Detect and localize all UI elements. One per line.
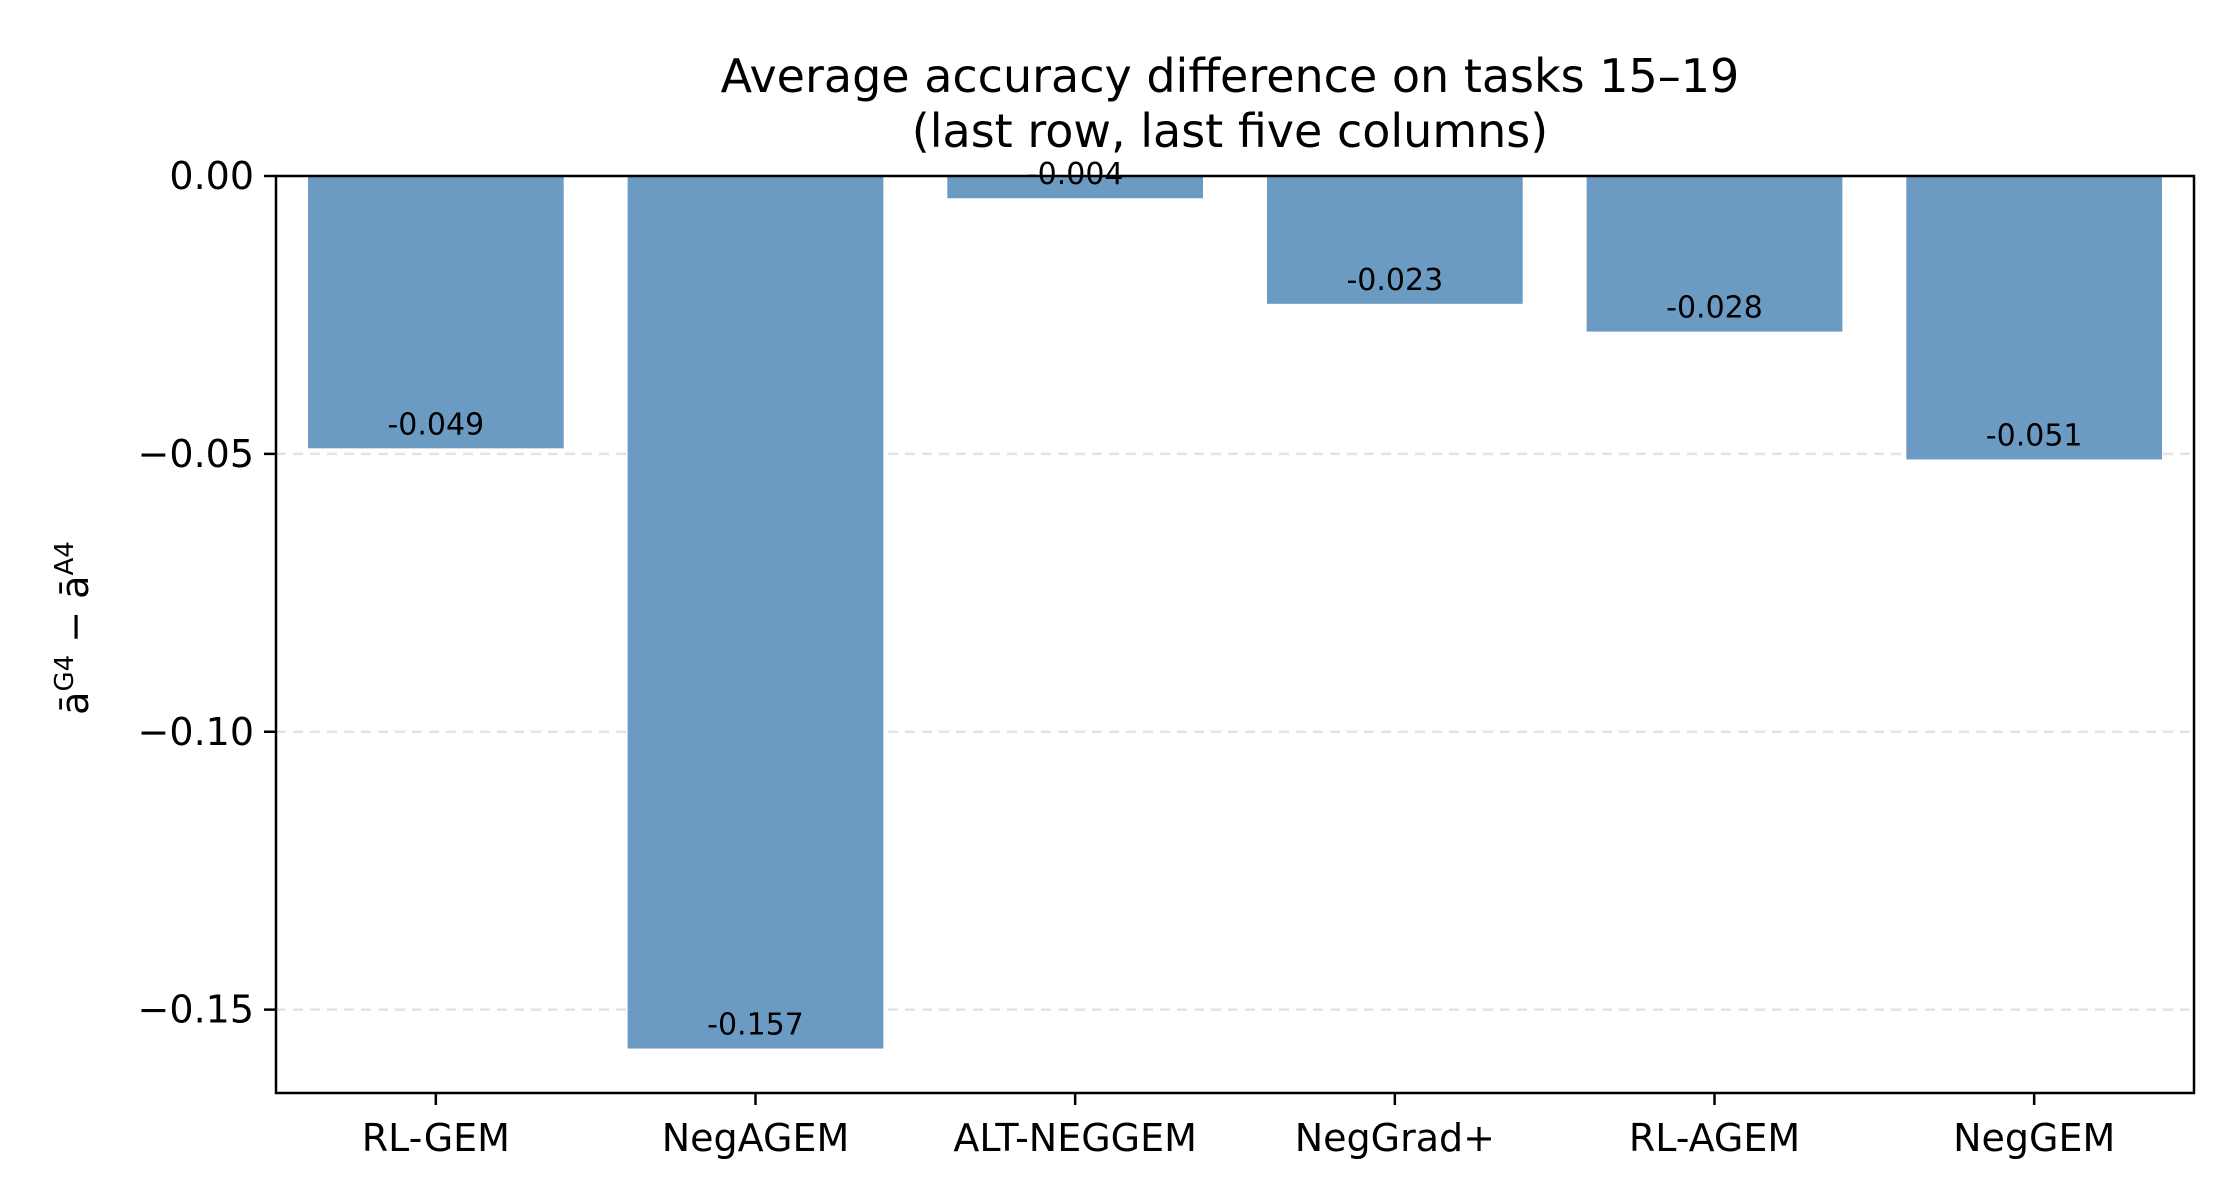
axes: 0.00 −0.05 −0.10 −0.15 RL-GEM NegAGEM ALT-NEGG… (138, 154, 2196, 1160)
bar (307, 176, 564, 449)
bar-value-labels: -0.049 -0.157 -0.004 -0.023 -0.028 -0.051 (387, 157, 2082, 1042)
x-tick-label: RL-AGEM (1629, 1116, 1800, 1160)
bar (1266, 176, 1523, 304)
y-axis-label-sup1: G4 (50, 655, 80, 692)
chart-subtitle: (last row, last five columns) (912, 104, 1548, 158)
x-tick-label: RL-GEM (362, 1116, 510, 1160)
y-tick-label: −0.10 (138, 710, 254, 754)
y-tick-label: −0.05 (138, 432, 254, 476)
bar-value-label: -0.157 (707, 1008, 804, 1043)
bar (947, 176, 1204, 199)
bar (1586, 176, 1843, 332)
bar-value-label: -0.004 (1027, 157, 1124, 192)
y-axis-label: āG4 − āA4 (50, 541, 97, 715)
bar (627, 176, 884, 1049)
x-tick-label: ALT-NEGGEM (953, 1116, 1197, 1160)
y-axis-label-minus: − (53, 599, 97, 655)
bar-value-label: -0.023 (1346, 263, 1443, 298)
plot-frame (274, 174, 2196, 1095)
bars (307, 176, 2163, 1049)
bar-value-label: -0.049 (387, 407, 484, 442)
bar (1906, 176, 2163, 460)
y-tick-label: −0.15 (138, 988, 254, 1032)
y-axis-label-base: ā (53, 692, 97, 715)
x-tick-label: NegAGEM (662, 1116, 850, 1160)
bar-value-label: -0.028 (1666, 291, 1763, 326)
y-tick-label: 0.00 (169, 154, 254, 198)
x-tick-label: NegGrad+ (1295, 1116, 1495, 1160)
x-tick-label: NegGEM (1953, 1116, 2115, 1160)
bar-value-label: -0.051 (1986, 418, 2083, 453)
y-axis-label-base2: ā (53, 576, 97, 599)
y-axis-label-sup2: A4 (50, 541, 80, 575)
chart-title: Average accuracy difference on tasks 15–… (721, 49, 1740, 103)
